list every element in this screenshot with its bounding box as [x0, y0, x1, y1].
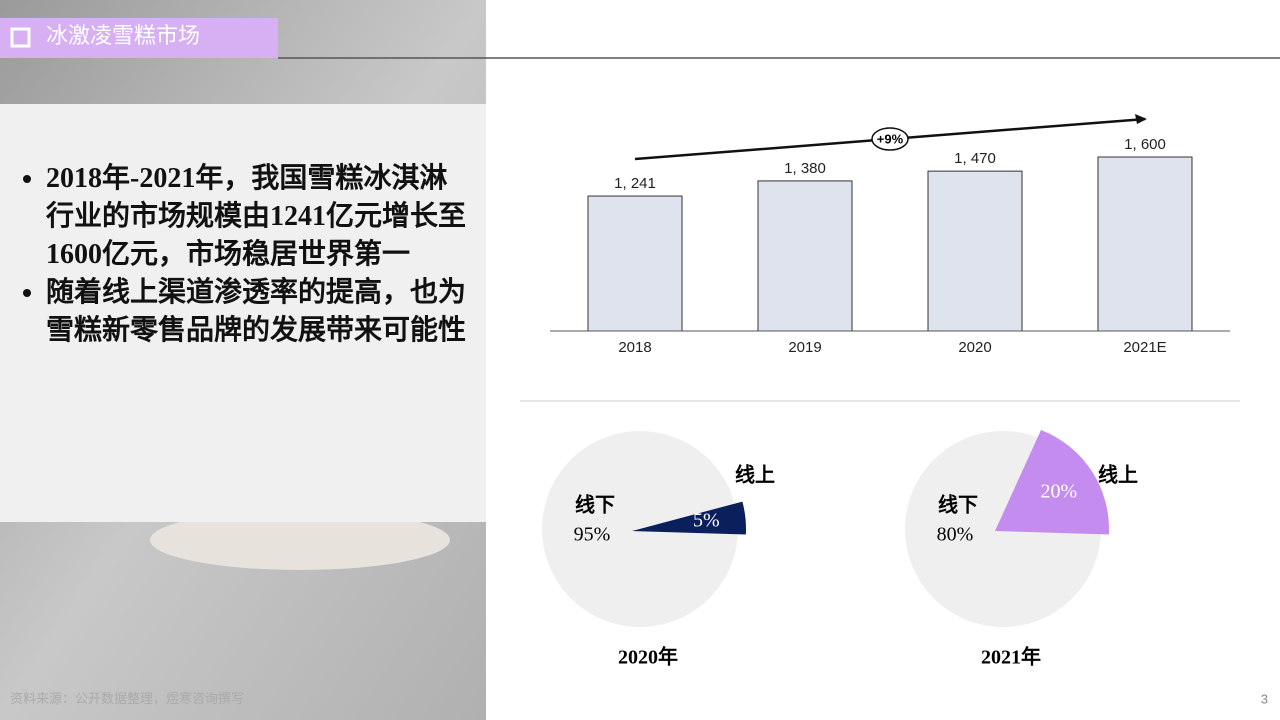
value-label: 1, 241 [614, 175, 656, 192]
x-tick-label: 2020 [958, 339, 991, 356]
bar [927, 170, 1023, 332]
text-panel [0, 104, 486, 522]
annotation: +9% [877, 131, 904, 146]
value-label: 5% [693, 510, 720, 532]
annotation-bubble [871, 127, 909, 151]
category-label: 线上 [735, 463, 775, 487]
plate [150, 510, 450, 570]
title-icon [10, 27, 31, 48]
category-label: 线下 [938, 493, 978, 517]
value-label: 20% [1041, 480, 1078, 502]
pie-slice [995, 430, 1109, 535]
value-label: 1, 600 [1124, 136, 1166, 153]
category-label: 线上 [1098, 463, 1138, 487]
x-tick-label: 2021E [1123, 339, 1166, 356]
pie-slice [632, 501, 747, 535]
x-tick-label: 2018 [618, 339, 651, 356]
source-note: 资料来源：公开数据整理，煜寒咨询撰写 [10, 691, 244, 706]
value-label: 1, 380 [784, 160, 826, 177]
bar [1097, 156, 1193, 332]
x-tick-label: 2019 [788, 339, 821, 356]
slide-title: 冰激凌雪糕市场 [46, 23, 200, 48]
arrow-head [1135, 114, 1147, 124]
bullet: 随着线上渠道渗透率的提高，也为雪糕新零售品牌的发展带来可能性 [46, 274, 474, 350]
page-number: 3 [1261, 691, 1268, 706]
bar [587, 195, 683, 332]
value-label: 1, 470 [954, 150, 996, 167]
category-label: 线下 [575, 493, 615, 517]
value-label: 80% [937, 524, 974, 546]
title-bar [0, 18, 278, 58]
value-label: 95% [574, 524, 611, 546]
pie-title: 2021年 [981, 645, 1041, 669]
bullet-list: 2018年-2021年，我国雪糕冰淇淋行业的市场规模由1241亿元增长至1600… [14, 160, 474, 350]
bullet-box: 2018年-2021年，我国雪糕冰淇淋行业的市场规模由1241亿元增长至1600… [14, 160, 474, 440]
pie-title: 2020年 [618, 645, 678, 669]
bullet: 2018年-2021年，我国雪糕冰淇淋行业的市场规模由1241亿元增长至1600… [46, 160, 474, 274]
charts: 1, 241 2018 1, 380 2019 1, 470 2020 1, 600 2021… [542, 114, 1230, 669]
bar [757, 180, 853, 332]
